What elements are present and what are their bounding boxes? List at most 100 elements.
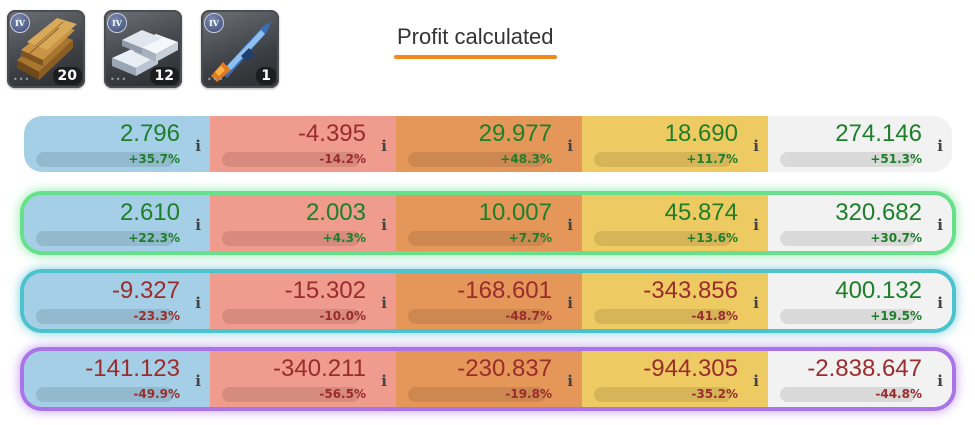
info-icon[interactable]: i xyxy=(937,137,943,155)
progress-track xyxy=(780,309,916,324)
quality-dots: ••• xyxy=(13,75,31,84)
profit-percent: +4.3% xyxy=(322,231,366,245)
profit-value: -4.395 xyxy=(297,120,366,147)
item-slot-planks[interactable]: IV ••• 20 xyxy=(7,10,85,88)
profit-cell: -230.837 -19.8% i xyxy=(396,351,582,407)
profit-cell: -141.123 -49.9% i xyxy=(24,351,210,407)
profit-value: 2.796 xyxy=(119,120,180,147)
profit-value: -9.327 xyxy=(111,277,180,304)
progress-track xyxy=(594,231,732,246)
weapon-icon xyxy=(211,22,271,82)
progress-track xyxy=(780,231,916,246)
profit-percent: +13.6% xyxy=(686,231,738,245)
progress-track xyxy=(594,152,732,167)
profit-cell: 2.610 +22.3% i xyxy=(24,195,210,251)
profit-cell: 2.003 +4.3% i xyxy=(210,195,396,251)
tier-badge: IV xyxy=(107,13,127,33)
info-icon[interactable]: i xyxy=(753,137,759,155)
profit-percent: -56.5% xyxy=(319,387,366,401)
metal-bars-icon xyxy=(112,30,178,76)
profit-value: 29.977 xyxy=(478,120,552,147)
profit-value: 320.682 xyxy=(835,199,922,226)
profit-percent: -10.0% xyxy=(319,309,366,323)
profit-percent: +30.7% xyxy=(870,231,922,245)
profit-percent: -41.8% xyxy=(691,309,738,323)
info-icon[interactable]: i xyxy=(195,294,201,312)
profit-percent: +51.3% xyxy=(870,152,922,166)
profit-value: 45.874 xyxy=(664,199,738,226)
info-icon[interactable]: i xyxy=(381,137,387,155)
info-icon[interactable]: i xyxy=(567,372,573,390)
info-icon[interactable]: i xyxy=(753,294,759,312)
profit-value: 18.690 xyxy=(664,120,738,147)
profit-row: -9.327 -23.3% i -15.302 -10.0% i -168.601 -48.7… xyxy=(24,273,952,329)
page-title: Profit calculated xyxy=(394,24,557,59)
profit-value: 2.003 xyxy=(305,199,366,226)
profit-percent: +35.7% xyxy=(128,152,180,166)
quality-dots: ••• xyxy=(110,75,128,84)
profit-percent: -44.8% xyxy=(875,387,922,401)
info-icon[interactable]: i xyxy=(381,216,387,234)
info-icon[interactable]: i xyxy=(937,216,943,234)
profit-cell: -9.327 -23.3% i xyxy=(24,273,210,329)
profit-cell: -944.305 -35.2% i xyxy=(582,351,768,407)
info-icon[interactable]: i xyxy=(195,216,201,234)
profit-value: -2.838.647 xyxy=(807,355,922,382)
planks-icon xyxy=(17,18,77,80)
info-icon[interactable]: i xyxy=(937,294,943,312)
progress-track xyxy=(222,152,360,167)
profit-percent: +11.7% xyxy=(686,152,738,166)
profit-percent: +22.3% xyxy=(128,231,180,245)
info-icon[interactable]: i xyxy=(567,216,573,234)
profit-percent: -35.2% xyxy=(691,387,738,401)
progress-track xyxy=(36,231,174,246)
profit-row: 2.610 +22.3% i 2.003 +4.3% i 10.007 +7.7% i 45.87… xyxy=(24,195,952,251)
profit-percent: +48.3% xyxy=(500,152,552,166)
profit-row: 2.796 +35.7% i -4.395 -14.2% i 29.977 +48.3% i 18… xyxy=(24,116,952,172)
tier-badge: IV xyxy=(10,13,30,33)
progress-track xyxy=(222,387,360,402)
profit-value: -944.305 xyxy=(643,355,738,382)
profit-cell: 45.874 +13.6% i xyxy=(582,195,768,251)
info-icon[interactable]: i xyxy=(381,294,387,312)
profit-percent: -14.2% xyxy=(319,152,366,166)
progress-track xyxy=(780,152,916,167)
profit-value: 274.146 xyxy=(835,120,922,147)
info-icon[interactable]: i xyxy=(753,216,759,234)
info-icon[interactable]: i xyxy=(567,294,573,312)
progress-track xyxy=(594,309,732,324)
profit-value: -340.211 xyxy=(273,355,366,382)
progress-track xyxy=(36,387,174,402)
item-slot-weapon[interactable]: IV ••• 1 xyxy=(201,10,279,88)
profit-cell: 18.690 +11.7% i xyxy=(582,116,768,172)
profit-percent: +7.7% xyxy=(508,231,552,245)
info-icon[interactable]: i xyxy=(753,372,759,390)
info-icon[interactable]: i xyxy=(381,372,387,390)
profit-percent: -23.3% xyxy=(133,309,180,323)
profit-cell: 274.146 +51.3% i xyxy=(768,116,952,172)
profit-value: 400.132 xyxy=(835,277,922,304)
profit-value: -343.856 xyxy=(643,277,738,304)
progress-track xyxy=(408,152,546,167)
info-icon[interactable]: i xyxy=(567,137,573,155)
item-count: 12 xyxy=(149,67,179,85)
item-count: 20 xyxy=(52,67,82,85)
profit-row: -141.123 -49.9% i -340.211 -56.5% i -230.837 -1… xyxy=(24,351,952,407)
profit-value: -230.837 xyxy=(457,355,552,382)
info-icon[interactable]: i xyxy=(195,137,201,155)
info-icon[interactable]: i xyxy=(937,372,943,390)
profit-percent: -49.9% xyxy=(133,387,180,401)
profit-value: -15.302 xyxy=(284,277,366,304)
profit-percent: -48.7% xyxy=(505,309,552,323)
progress-track xyxy=(408,387,546,402)
item-slot-metal-bars[interactable]: IV ••• 12 xyxy=(104,10,182,88)
profit-cell: 2.796 +35.7% i xyxy=(24,116,210,172)
profit-cell: -15.302 -10.0% i xyxy=(210,273,396,329)
info-icon[interactable]: i xyxy=(195,372,201,390)
quality-dots: ••• xyxy=(207,75,225,84)
profit-cell: 400.132 +19.5% i xyxy=(768,273,952,329)
progress-track xyxy=(36,152,174,167)
tier-badge: IV xyxy=(204,13,224,33)
profit-value: -141.123 xyxy=(85,355,180,382)
profit-cell: -340.211 -56.5% i xyxy=(210,351,396,407)
